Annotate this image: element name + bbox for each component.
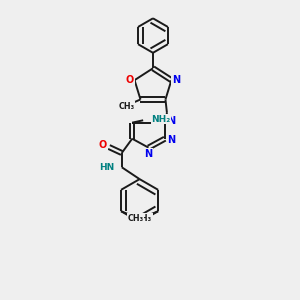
Text: HN: HN bbox=[99, 163, 114, 172]
Text: N: N bbox=[167, 135, 175, 145]
Text: NH₂: NH₂ bbox=[152, 115, 171, 124]
Text: N: N bbox=[145, 148, 153, 159]
Text: CH₃: CH₃ bbox=[118, 102, 135, 111]
Text: CH₃: CH₃ bbox=[127, 214, 143, 223]
Text: CH₃: CH₃ bbox=[136, 214, 152, 223]
Text: O: O bbox=[126, 75, 134, 85]
Text: N: N bbox=[167, 116, 175, 126]
Text: N: N bbox=[172, 75, 180, 85]
Text: O: O bbox=[99, 140, 107, 150]
